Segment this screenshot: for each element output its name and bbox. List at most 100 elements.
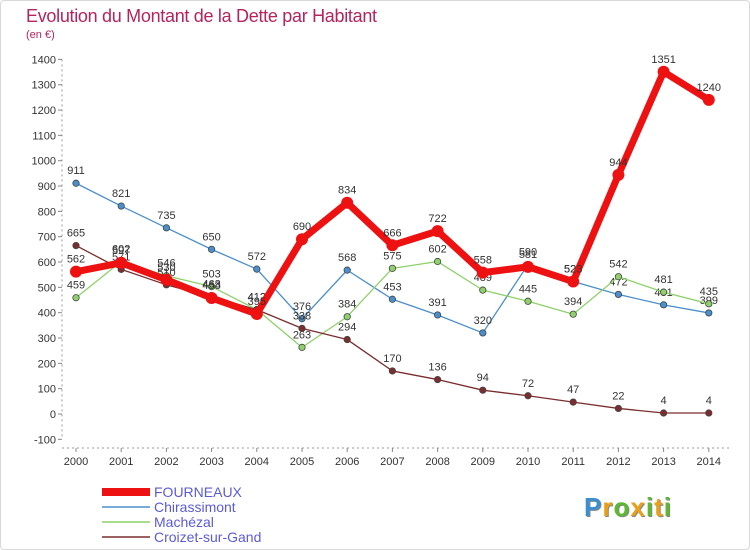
data-label-croizet-sur-gand: 294	[338, 322, 356, 334]
data-label-fourneaux: 690	[293, 221, 311, 233]
point-mach-zal	[298, 343, 306, 351]
point-fourneaux	[612, 168, 625, 181]
data-label-fourneaux: 1240	[697, 82, 721, 94]
point-mach-zal	[208, 282, 216, 291]
legend-label: Chirassimont	[154, 499, 236, 515]
point-chirassimont	[208, 245, 216, 253]
y-tick-label: 1100	[32, 130, 56, 142]
y-tick-label: 800	[38, 206, 56, 218]
point-fourneaux	[70, 265, 82, 278]
logo-letter: x	[630, 492, 646, 522]
point-chirassimont	[614, 290, 623, 299]
x-tick-label: 2004	[245, 456, 269, 468]
data-label-fourneaux: 722	[428, 213, 446, 225]
point-chirassimont	[162, 224, 170, 232]
point-chirassimont	[433, 311, 442, 319]
data-label-mach-zal: 602	[112, 244, 130, 256]
point-chirassimont	[72, 179, 80, 187]
x-tick-label: 2009	[471, 456, 495, 468]
legend-label: Machézal	[154, 514, 214, 530]
data-label-croizet-sur-gand: 4	[661, 395, 667, 407]
point-fourneaux	[386, 239, 399, 252]
data-label-croizet-sur-gand: 136	[428, 362, 446, 374]
data-label-croizet-sur-gand: 338	[293, 310, 311, 322]
point-fourneaux	[567, 275, 580, 288]
point-croizet-sur-gand	[659, 409, 668, 417]
data-label-chirassimont: 376	[293, 301, 311, 313]
point-croizet-sur-gand	[705, 409, 713, 417]
data-label-mach-zal: 546	[157, 258, 175, 270]
logo-letter: P	[584, 492, 603, 522]
logo-letter: o	[613, 492, 631, 522]
point-mach-zal	[388, 264, 396, 272]
y-tick-label: 500	[38, 282, 56, 294]
data-label-croizet-sur-gand: 463	[202, 279, 220, 291]
point-croizet-sur-gand	[72, 241, 80, 250]
point-mach-zal	[72, 294, 80, 302]
data-label-croizet-sur-gand: 72	[522, 378, 534, 390]
data-label-fourneaux: 834	[338, 185, 356, 197]
point-fourneaux	[522, 260, 534, 273]
point-fourneaux	[250, 307, 263, 320]
data-label-fourneaux: 530	[157, 262, 175, 274]
x-tick-label: 2013	[651, 456, 675, 468]
point-mach-zal	[705, 300, 713, 308]
logo-letter: i	[663, 492, 672, 522]
y-tick-label: 1400	[32, 54, 56, 66]
point-chirassimont	[343, 266, 351, 274]
point-croizet-sur-gand	[388, 367, 396, 375]
point-fourneaux	[160, 273, 173, 286]
data-label-chirassimont: 650	[202, 231, 220, 243]
data-label-chirassimont: 572	[248, 251, 266, 263]
x-tick-label: 2007	[380, 456, 404, 468]
y-tick-label: 0	[50, 409, 56, 421]
x-tick-label: 2014	[697, 456, 721, 468]
y-tick-label: 1200	[32, 105, 56, 117]
data-label-mach-zal: 503	[202, 269, 220, 281]
data-label-fourneaux: 562	[67, 254, 85, 266]
data-label-chirassimont: 472	[609, 276, 627, 288]
y-tick-label: 600	[38, 257, 56, 269]
data-label-chirassimont: 821	[112, 188, 130, 200]
y-tick-label: 1300	[32, 80, 56, 92]
point-croizet-sur-gand	[433, 375, 442, 384]
data-label-chirassimont: 453	[383, 281, 401, 293]
data-label-fourneaux: 581	[519, 249, 537, 261]
legend-label: Croizet-sur-Gand	[154, 529, 261, 545]
data-label-fourneaux: 666	[383, 227, 401, 239]
data-label-fourneaux: 395	[248, 296, 266, 308]
point-fourneaux	[341, 196, 354, 209]
point-chirassimont	[117, 202, 125, 210]
data-label-chirassimont: 735	[157, 210, 175, 222]
data-label-croizet-sur-gand: 94	[477, 372, 489, 384]
x-tick-label: 2008	[425, 456, 449, 468]
point-croizet-sur-gand	[343, 335, 351, 344]
data-label-mach-zal: 481	[654, 274, 672, 286]
y-tick-label: 900	[38, 181, 56, 193]
point-chirassimont	[388, 295, 396, 303]
data-label-mach-zal: 384	[338, 299, 356, 311]
x-tick-label: 2003	[199, 456, 223, 468]
x-tick-label: 2010	[516, 456, 540, 468]
point-croizet-sur-gand	[569, 398, 577, 406]
data-label-chirassimont: 590	[519, 247, 537, 259]
logo-letter: i	[645, 492, 655, 522]
data-label-fourneaux: 558	[474, 255, 492, 267]
point-croizet-sur-gand	[614, 404, 623, 413]
point-chirassimont	[479, 329, 487, 337]
x-tick-label: 2001	[109, 456, 133, 468]
point-croizet-sur-gand	[298, 324, 306, 332]
point-fourneaux	[296, 233, 308, 246]
point-mach-zal	[569, 310, 577, 318]
point-fourneaux	[657, 65, 670, 78]
point-mach-zal	[524, 297, 532, 305]
data-label-croizet-sur-gand: 665	[67, 228, 85, 240]
data-label-fourneaux: 944	[609, 157, 627, 169]
y-tick-label: 700	[38, 232, 56, 244]
y-tick-label: 300	[38, 333, 56, 345]
data-label-chirassimont: 391	[428, 297, 446, 309]
data-label-mach-zal: 575	[383, 250, 401, 262]
x-tick-label: 2005	[290, 456, 314, 468]
x-tick-label: 2012	[606, 456, 630, 468]
